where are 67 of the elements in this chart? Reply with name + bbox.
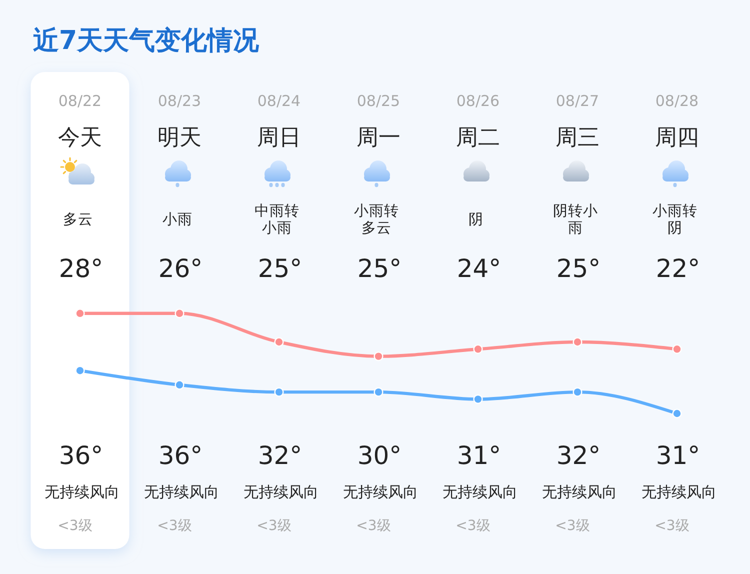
point: [572, 387, 582, 397]
text: 明天: [158, 125, 202, 150]
x-tick-label: 08/25: [356, 92, 400, 110]
text: 阴: [668, 220, 682, 236]
text: 无持续风向: [244, 483, 318, 501]
data-label: 22°: [656, 254, 700, 282]
point: [75, 366, 85, 376]
x-tick-label: 08/27: [556, 92, 600, 110]
text: 多云: [63, 212, 93, 228]
data-label: 24°: [456, 254, 502, 282]
x-tick-label: 08/26: [456, 92, 500, 110]
text: 阴: [468, 212, 484, 228]
text: <3级: [356, 518, 391, 534]
text: <3级: [256, 518, 292, 534]
point: [374, 352, 384, 362]
point: [174, 308, 184, 318]
point: [473, 344, 483, 354]
text: 今天: [58, 125, 102, 150]
text: <3级: [555, 518, 590, 534]
text: 小雨: [262, 220, 292, 236]
data-label: 32°: [258, 440, 302, 470]
point: [672, 344, 682, 354]
text: 无持续风向: [642, 483, 716, 501]
point: [572, 337, 582, 347]
data-label: 28°: [58, 254, 104, 282]
x-tick-label: 08/23: [158, 92, 202, 110]
point: [374, 387, 384, 397]
text: 周四: [655, 125, 699, 150]
data-label: 25°: [357, 254, 402, 282]
text: 无持续风向: [442, 483, 518, 501]
text: 小雨: [162, 212, 192, 228]
data-label: 25°: [556, 254, 601, 282]
text: 小雨转: [652, 204, 698, 220]
text: 周二: [456, 125, 500, 150]
data-label: 30°: [357, 440, 402, 470]
text: <3级: [654, 518, 690, 534]
text: 小雨转: [354, 204, 399, 220]
text: 阴转小雨: [553, 202, 598, 236]
text: 无持续风向: [144, 483, 219, 501]
data-label: 31°: [456, 440, 502, 470]
data-label: 31°: [656, 440, 700, 470]
text: 无持续风向: [44, 483, 120, 501]
x-tick-label: 08/24: [257, 92, 301, 110]
text: <3级: [456, 518, 490, 534]
text: 中雨转: [254, 204, 300, 220]
data-label: 26°: [158, 254, 203, 282]
text: <3级: [157, 518, 192, 534]
point: [473, 394, 483, 404]
data-label: 36°: [158, 440, 203, 470]
x-tick-label: 08/22: [58, 92, 102, 110]
text: 多云: [362, 220, 392, 236]
point: [274, 387, 284, 397]
chart-title: 近7天天气变化情况: [33, 26, 260, 56]
point: [174, 380, 184, 390]
data-label: 32°: [556, 440, 601, 470]
data-label: 36°: [58, 440, 104, 470]
point: [274, 337, 284, 347]
text: <3级: [58, 518, 92, 534]
text: 周日: [257, 125, 301, 150]
point: [672, 408, 682, 418]
text: 周一: [356, 125, 400, 150]
data-label: 25°: [258, 254, 302, 282]
text: 周三: [556, 125, 600, 150]
x-tick-label: 08/28: [655, 92, 699, 110]
point: [75, 308, 85, 318]
text: 无持续风向: [542, 483, 617, 501]
text: 无持续风向: [343, 483, 418, 501]
